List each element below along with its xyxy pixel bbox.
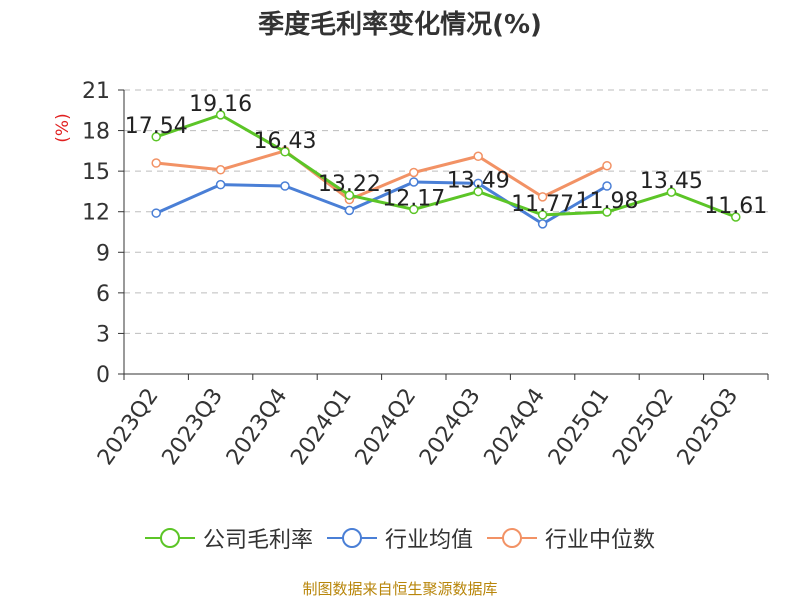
data-point (280, 147, 290, 157)
x-tick-label: 2023Q2 (93, 384, 164, 470)
legend-label: 行业均值 (384, 528, 473, 553)
data-label: 13.45 (640, 169, 703, 194)
data-point (151, 208, 161, 218)
data-point (537, 192, 548, 202)
legend-label: 公司毛利率 (202, 528, 313, 553)
data-point (473, 151, 483, 162)
data-point (215, 165, 226, 175)
data-point (151, 158, 161, 168)
data-point (537, 210, 548, 220)
data-label: 11.77 (511, 192, 574, 217)
data-label: 11.98 (576, 189, 639, 214)
y-tick-label: 15 (82, 160, 110, 185)
data-point (409, 204, 419, 215)
data-point (280, 181, 290, 191)
legend-item[interactable]: 行业中位数 (487, 522, 655, 554)
data-label: 17.54 (125, 114, 188, 139)
data-label: 11.61 (704, 194, 767, 219)
chart-title: 季度毛利率变化情况(%) (258, 10, 542, 40)
y-tick-label: 9 (96, 241, 110, 266)
data-point (344, 190, 355, 200)
data-point (537, 219, 548, 229)
legend-swatch-icon (326, 528, 377, 548)
series-line (156, 149, 608, 202)
series-line (155, 180, 608, 226)
data-label: 12.17 (382, 186, 445, 211)
legend-label: 行业中位数 (545, 528, 656, 553)
data-label: 13.22 (318, 172, 381, 197)
x-tick-label: 2024Q2 (351, 384, 422, 470)
data-point (344, 205, 355, 216)
chart-legend: 公司毛利率 行业均值 行业中位数 (0, 520, 800, 556)
legend-swatch-icon (487, 528, 537, 548)
data-point (409, 167, 419, 178)
data-source-note: 制图数据来自恒生聚源数据库 (302, 580, 498, 598)
y-tick-label: 21 (82, 79, 110, 104)
data-point (666, 187, 677, 197)
x-tick-label: 2023Q3 (158, 384, 229, 470)
series-line (155, 113, 737, 219)
data-label: 13.49 (447, 169, 510, 194)
legend-item[interactable]: 行业均值 (326, 522, 473, 554)
data-point (215, 179, 226, 190)
x-tick-label: 2025Q3 (673, 384, 744, 470)
data-point (409, 177, 419, 187)
data-label: 16.43 (254, 129, 317, 154)
y-tick-label: 0 (96, 363, 110, 388)
y-tick-label: 18 (82, 120, 110, 145)
data-point (151, 132, 161, 142)
y-axis-label: (%) (53, 113, 73, 142)
y-tick-label: 6 (96, 282, 110, 307)
x-tick-label: 2025Q1 (544, 384, 615, 470)
y-tick-label: 12 (82, 201, 110, 226)
y-tick-label: 3 (96, 322, 110, 347)
legend-swatch-icon (144, 528, 195, 548)
x-tick-label: 2023Q4 (222, 384, 293, 470)
data-point (731, 212, 741, 222)
data-point (602, 181, 612, 191)
legend-item[interactable]: 公司毛利率 (144, 522, 313, 554)
data-point (602, 207, 612, 217)
x-tick-label: 2024Q3 (415, 384, 486, 470)
data-label: 19.16 (189, 92, 252, 117)
x-tick-label: 2024Q1 (286, 384, 357, 470)
x-tick-label: 2024Q4 (480, 384, 551, 470)
data-point (215, 110, 226, 120)
data-point (602, 160, 612, 171)
x-tick-label: 2025Q2 (608, 384, 679, 470)
data-point (473, 186, 483, 197)
